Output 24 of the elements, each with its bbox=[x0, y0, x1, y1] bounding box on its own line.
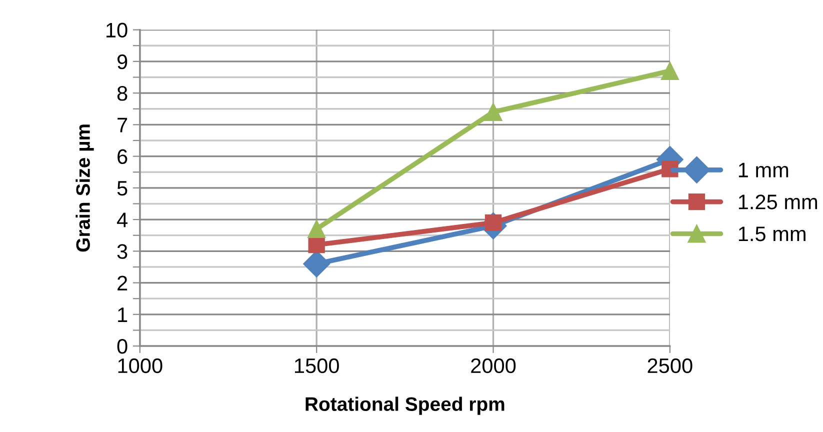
y-tick-label: 4 bbox=[117, 212, 128, 228]
y-tick-label: 1 bbox=[118, 308, 128, 322]
legend-label: 1.5 mm bbox=[738, 226, 806, 242]
y-tick-label: 6 bbox=[118, 149, 128, 164]
legend-label: 1.25 mm bbox=[738, 194, 818, 210]
legend-label: 1 mm bbox=[738, 162, 788, 178]
x-tick-label: 2500 bbox=[648, 358, 692, 374]
x-axis-title: Rotational Speed rpm bbox=[306, 396, 504, 415]
y-tick-label: 0 bbox=[117, 339, 128, 354]
y-tick-label: 5 bbox=[117, 181, 128, 196]
y-tick-label: 2 bbox=[118, 276, 128, 290]
x-tick-label: 1500 bbox=[295, 358, 339, 374]
y-tick-label: 7 bbox=[118, 118, 128, 132]
point bbox=[484, 103, 502, 122]
y-tick-label: 9 bbox=[117, 54, 128, 70]
y-axis-title: Grain Size µm bbox=[76, 124, 94, 252]
point bbox=[660, 62, 679, 80]
y-tick-label: 3 bbox=[117, 244, 128, 259]
x-tick-label: 1000 bbox=[118, 358, 162, 374]
y-tick-label: 8 bbox=[117, 86, 128, 101]
x-tick-label: 2000 bbox=[471, 358, 516, 374]
point bbox=[308, 236, 325, 254]
y-tick-label: 10 bbox=[106, 22, 128, 38]
point bbox=[308, 220, 326, 238]
